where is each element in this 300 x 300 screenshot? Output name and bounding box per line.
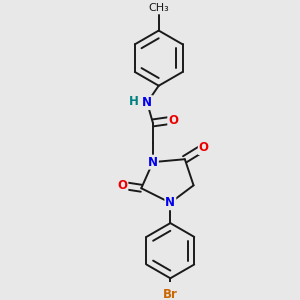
Text: N: N (142, 96, 152, 109)
Text: N: N (148, 156, 158, 169)
Text: O: O (199, 141, 209, 154)
Text: H: H (129, 94, 139, 108)
Text: CH₃: CH₃ (148, 3, 169, 13)
Text: Br: Br (163, 288, 178, 300)
Text: O: O (117, 179, 128, 192)
Text: N: N (165, 196, 175, 209)
Text: O: O (168, 113, 178, 127)
